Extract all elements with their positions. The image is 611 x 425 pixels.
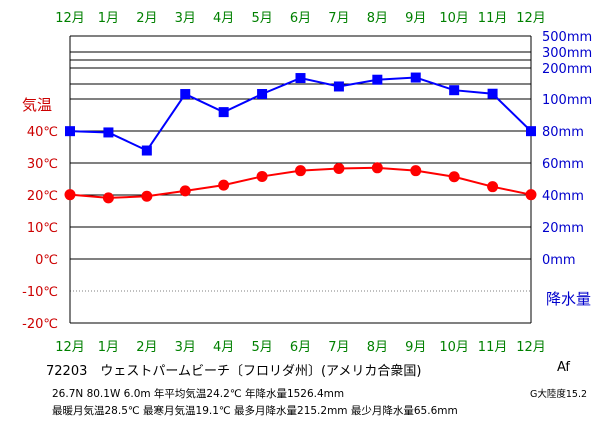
top-month-label: 9月 (405, 11, 426, 26)
top-month-label: 10月 (439, 11, 469, 26)
temperature-point (179, 185, 191, 197)
top-month-label: 2月 (136, 11, 157, 26)
precipitation-tick-label: 200mm (542, 62, 592, 77)
precipitation-point (65, 126, 75, 137)
top-month-labels: 12月 1月 2月 3月 4月 5月 6月 7月 8月 9月 10月 11月 12月 (55, 11, 546, 26)
precipitation-point (218, 107, 229, 118)
precipitation-point (257, 89, 268, 100)
temperature-tick-label: 40℃ (27, 125, 58, 140)
temperature-point (371, 162, 383, 174)
bottom-month-label: 10月 (439, 340, 469, 355)
precipitation-point (295, 73, 306, 84)
temperature-point (448, 171, 460, 183)
precipitation-tick-label: 20mm (542, 221, 584, 236)
precipitation-point (103, 127, 114, 138)
temperature-point (295, 165, 306, 177)
temperature-tick-labels: 40℃ 30℃ 20℃ 10℃ 0℃ -10℃ -20℃ (22, 125, 58, 332)
top-month-label: 8月 (367, 11, 388, 26)
bottom-month-label: 6月 (290, 340, 311, 355)
bottom-month-label: 3月 (175, 340, 196, 355)
temperature-tick-label: 10℃ (27, 221, 58, 236)
temperature-point (256, 170, 268, 182)
temperature-point (141, 190, 153, 202)
temperature-tick-label: -20℃ (22, 317, 58, 332)
bottom-month-label: 4月 (213, 340, 234, 355)
temperature-axis-label: 気温 (22, 96, 52, 114)
bottom-month-label: 1月 (98, 340, 119, 355)
station-detail-1: 26.7N 80.1W 6.0m 年平均気温24.2℃ 年降水量1526.4mm (52, 388, 345, 400)
precipitation-axis-label: 降水量 (546, 290, 591, 308)
temperature-point (64, 189, 76, 201)
precipitation-tick-label: 500mm (542, 30, 592, 45)
bottom-month-label: 11月 (478, 340, 508, 355)
precipitation-point (410, 72, 421, 83)
bottom-month-label: 12月 (516, 340, 546, 355)
precipitation-tick-label: 0mm (542, 253, 576, 268)
temperature-tick-label: 20℃ (27, 189, 58, 204)
climate-classification: Af (557, 360, 571, 375)
precipitation-point (141, 145, 152, 156)
bottom-month-labels: 12月 1月 2月 3月 4月 5月 6月 7月 8月 9月 10月 11月 12月 (55, 340, 546, 355)
precipitation-point (526, 126, 536, 137)
precipitation-point (372, 74, 383, 85)
continentality-index: G大陸度15.2 (530, 389, 588, 400)
precipitation-tick-label: 80mm (542, 125, 584, 140)
temperature-point (410, 165, 422, 177)
grid-layer (69, 35, 532, 324)
bottom-month-label: 9月 (405, 340, 426, 355)
temperature-point (218, 179, 230, 191)
temperature-tick-label: 30℃ (27, 157, 58, 172)
bottom-month-label: 12月 (55, 340, 85, 355)
precipitation-point (180, 89, 191, 100)
temperature-series (64, 162, 537, 204)
bottom-month-label: 5月 (251, 340, 272, 355)
top-month-label: 11月 (478, 11, 508, 26)
station-detail-2: 最暖月気温28.5℃ 最寒月気温19.1℃ 最多月降水量215.2mm 最少月降… (52, 405, 458, 417)
precipitation-tick-label: 300mm (542, 46, 592, 61)
precipitation-point (333, 81, 344, 92)
precipitation-tick-label: 60mm (542, 157, 584, 172)
precipitation-point (449, 85, 460, 96)
top-month-label: 7月 (328, 11, 349, 26)
temperature-point (487, 181, 499, 193)
temperature-tick-label: 0℃ (35, 253, 58, 268)
temperature-point (102, 192, 114, 204)
bottom-month-label: 8月 (367, 340, 388, 355)
bottom-month-label: 2月 (136, 340, 157, 355)
station-info: 72203 ウェストパームビーチ〔フロリダ州〕(アメリカ合衆国) (46, 364, 422, 379)
precipitation-tick-label: 40mm (542, 189, 584, 204)
temperature-point (525, 189, 537, 201)
precipitation-point (487, 88, 498, 99)
temperature-point (333, 162, 345, 174)
top-month-label: 12月 (55, 11, 85, 26)
top-month-label: 1月 (98, 11, 119, 26)
top-month-label: 5月 (251, 11, 272, 26)
top-month-label: 6月 (290, 11, 311, 26)
bottom-month-label: 7月 (328, 340, 349, 355)
precipitation-line (69, 76, 532, 152)
top-month-label: 4月 (213, 11, 234, 26)
precipitation-series (65, 72, 536, 156)
temperature-tick-label: -10℃ (22, 285, 58, 300)
top-month-label: 12月 (516, 11, 546, 26)
top-month-label: 3月 (175, 11, 196, 26)
precipitation-tick-label: 100mm (542, 93, 592, 108)
